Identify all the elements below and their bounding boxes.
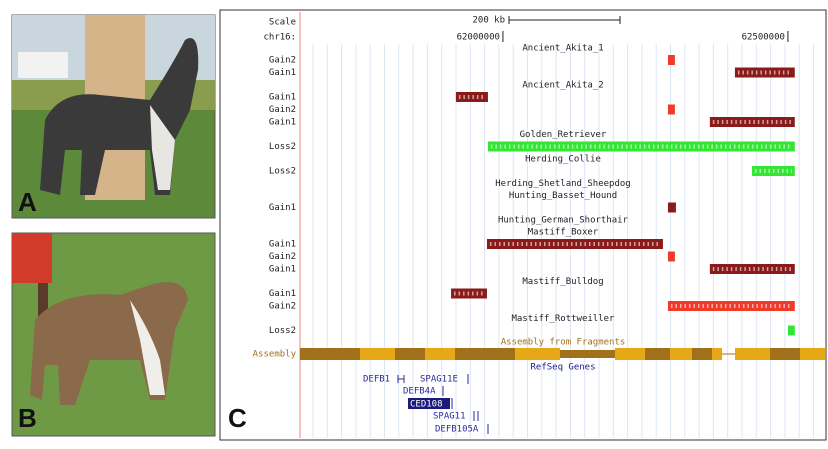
gene-label: DEFB1	[363, 375, 390, 385]
gene-label: DEFB4A	[403, 387, 436, 397]
cnv-bar	[668, 203, 676, 213]
track-name: Herding_Collie	[525, 155, 601, 165]
row-label: Gain1	[269, 93, 296, 103]
track-name: Hunting_German_Shorthair	[498, 216, 629, 226]
photo-a	[12, 15, 215, 218]
row-label: Loss2	[269, 167, 296, 177]
row-label: Loss2	[269, 326, 296, 336]
track-name: Mastiff_Bulldog	[522, 277, 603, 287]
row-label: Gain1	[269, 68, 296, 78]
panel-label: B	[18, 403, 37, 433]
panel-label: C	[228, 403, 247, 433]
row-label: Gain1	[269, 203, 296, 213]
gene-label: SPAG11	[433, 412, 466, 422]
track-name: Ancient_Akita_1	[522, 44, 603, 54]
row-label: Gain1	[269, 118, 296, 128]
x-tick-label: 62000000	[457, 33, 500, 43]
row-label: Loss2	[269, 142, 296, 152]
track-name: Golden_Retriever	[520, 130, 607, 140]
row-label: Gain2	[269, 302, 296, 312]
cnv-bar	[456, 92, 488, 102]
assembly-label: Assembly	[253, 350, 297, 360]
cnv-bar	[668, 55, 675, 65]
chrom-label: chr16:	[263, 33, 296, 43]
row-label: Gain2	[269, 252, 296, 262]
track-name: Mastiff_Boxer	[528, 228, 599, 238]
gene-label: CED108	[410, 400, 443, 410]
track-name: Mastiff_Rottweiller	[512, 314, 616, 324]
row-label: Gain1	[269, 289, 296, 299]
x-tick-label: 62500000	[742, 33, 785, 43]
cnv-bar	[668, 252, 675, 262]
cnv-bar	[668, 105, 675, 115]
scale-size: 200 kb	[472, 16, 505, 26]
cnv-bar	[788, 326, 795, 336]
row-label: Gain2	[269, 56, 296, 66]
figure: A B C Scale chr16: 200 kb Ancient_Akita_…	[0, 0, 828, 445]
row-label: Gain2	[269, 105, 296, 115]
track-name: Hunting_Basset_Hound	[509, 191, 617, 201]
row-label: Gain1	[269, 265, 296, 275]
gene-label: DEFB105A	[435, 425, 479, 435]
photo-b	[12, 233, 215, 436]
track-name: Herding_Shetland_Sheepdog	[495, 179, 630, 189]
refseq-title: RefSeq Genes	[530, 363, 595, 373]
scale-label: Scale	[269, 18, 296, 28]
panel-label: A	[18, 187, 37, 217]
gene-label: SPAG11E	[420, 375, 458, 385]
assembly-title: Assembly from Fragments	[501, 338, 626, 348]
row-label: Gain1	[269, 240, 296, 250]
track-name: Ancient_Akita_2	[522, 81, 603, 91]
